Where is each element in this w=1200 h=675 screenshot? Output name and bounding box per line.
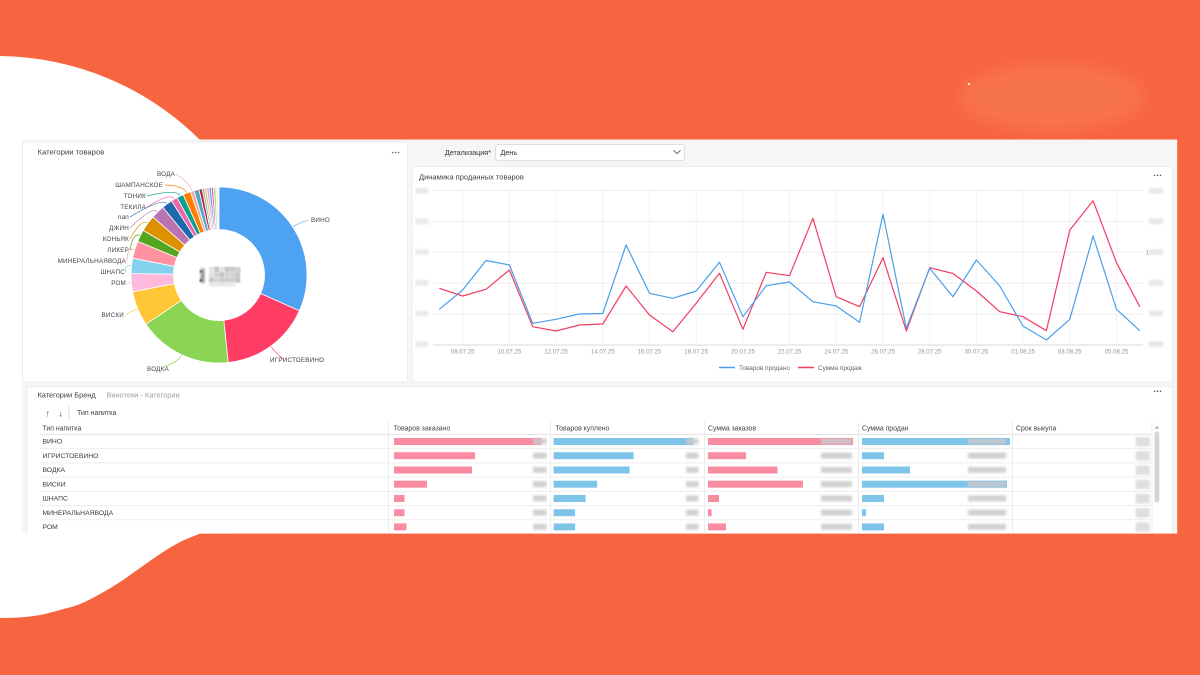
svg-text:Категории товаров: Категории товаров xyxy=(38,148,105,157)
svg-text:Товаров куплено: Товаров куплено xyxy=(556,426,610,433)
svg-text:ВИНО: ВИНО xyxy=(311,217,330,224)
svg-text:Динамика проданных товаров: Динамика проданных товаров xyxy=(419,173,524,182)
svg-text:МИНЕРАЛЬНАЯВОДА: МИНЕРАЛЬНАЯВОДА xyxy=(43,510,114,517)
svg-text:Сумма продан: Сумма продан xyxy=(862,426,909,433)
svg-text:ВОДА: ВОДА xyxy=(157,171,176,178)
svg-text:14.07.25: 14.07.25 xyxy=(591,349,615,356)
svg-text:16.07.25: 16.07.25 xyxy=(638,349,662,356)
svg-text:Сумма заказов: Сумма заказов xyxy=(708,426,756,433)
svg-text:ТЕКИЛА: ТЕКИЛА xyxy=(120,204,146,211)
svg-text:30.07.25: 30.07.25 xyxy=(965,349,989,356)
svg-text:Тип напитка: Тип напитка xyxy=(43,426,82,433)
svg-text:Категории Бренд: Категории Бренд xyxy=(38,391,97,400)
svg-text:ВОДКА: ВОДКА xyxy=(43,467,66,474)
svg-text:22.07.25: 22.07.25 xyxy=(778,349,802,356)
svg-text:05.08.25: 05.08.25 xyxy=(1105,349,1129,356)
svg-text:ИГРИСТОЕВИНО: ИГРИСТОЕВИНО xyxy=(270,357,324,364)
svg-text:28.07.25: 28.07.25 xyxy=(918,349,942,356)
svg-text:01.08.25: 01.08.25 xyxy=(1011,349,1035,356)
svg-text:ВИНО: ВИНО xyxy=(43,439,63,446)
svg-text:03.08.25: 03.08.25 xyxy=(1058,349,1082,356)
svg-text:20.07.25: 20.07.25 xyxy=(731,349,755,356)
svg-text:Срок выкупа: Срок выкупа xyxy=(1016,426,1056,433)
svg-text:24.07.25: 24.07.25 xyxy=(824,349,848,356)
svg-text:РОМ: РОМ xyxy=(43,524,59,531)
svg-text:18.07.25: 18.07.25 xyxy=(684,349,708,356)
svg-text:Сумма продаж: Сумма продаж xyxy=(818,365,863,372)
svg-text:10.07.25: 10.07.25 xyxy=(498,349,522,356)
svg-text:ТОНИК: ТОНИК xyxy=(124,193,146,200)
svg-text:МИНЕРАЛЬНАЯВОДА: МИНЕРАЛЬНАЯВОДА xyxy=(58,258,127,265)
svg-text:День: День xyxy=(501,148,518,157)
svg-text:Товаров продано: Товаров продано xyxy=(739,365,790,372)
svg-text:РОМ: РОМ xyxy=(111,280,126,287)
svg-text:ДЖИН: ДЖИН xyxy=(109,225,129,232)
svg-text:ЛИКЕР: ЛИКЕР xyxy=(107,247,129,254)
svg-text:Винотеки - Категории: Винотеки - Категории xyxy=(107,391,180,400)
svg-text:12.07.25: 12.07.25 xyxy=(544,349,568,356)
svg-text:ИГРИСТОЕВИНО: ИГРИСТОЕВИНО xyxy=(43,453,99,460)
svg-text:Детализация*: Детализация* xyxy=(445,148,491,157)
svg-text:26.07.25: 26.07.25 xyxy=(871,349,895,356)
svg-text:ШНАПС: ШНАПС xyxy=(43,496,68,503)
svg-text:08.07.25: 08.07.25 xyxy=(451,349,475,356)
svg-text:↑: ↑ xyxy=(46,409,51,419)
svg-text:1: 1 xyxy=(1146,250,1150,257)
svg-text:ШНАПС: ШНАПС xyxy=(100,269,125,276)
svg-text:Тип напитка: Тип напитка xyxy=(77,410,116,417)
svg-text:КОНЬЯК: КОНЬЯК xyxy=(103,236,129,243)
svg-text:ВОДКА: ВОДКА xyxy=(147,366,169,373)
svg-text:nan: nan xyxy=(118,214,129,221)
svg-text:ВИСКИ: ВИСКИ xyxy=(102,312,125,319)
svg-text:Товаров заказано: Товаров заказано xyxy=(394,426,451,433)
svg-text:↓: ↓ xyxy=(59,409,64,419)
svg-text:ШАМПАНСКОЕ: ШАМПАНСКОЕ xyxy=(115,182,163,189)
svg-text:ВИСКИ: ВИСКИ xyxy=(43,481,66,488)
